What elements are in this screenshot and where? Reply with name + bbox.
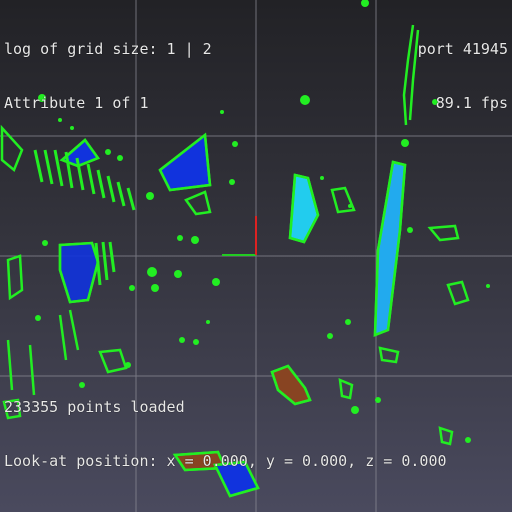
fps-label: 89.1 fps bbox=[435, 94, 508, 112]
port-label: port 41945 bbox=[417, 40, 508, 58]
hud-top-left: log of grid size: 1 | 2 Attribute 1 of 1 bbox=[4, 4, 212, 148]
points-loaded-label: 233355 points loaded bbox=[4, 398, 185, 416]
hud-top-right: port 41945 89.1 fps bbox=[418, 4, 508, 148]
point-cloud-hatch bbox=[33, 149, 136, 286]
look-at-label: Look-at position: x = 0.000, y = 0.000, … bbox=[4, 452, 447, 470]
point-cloud-speckles bbox=[35, 0, 490, 443]
point-cloud bbox=[0, 24, 470, 498]
attribute-label: Attribute 1 of 1 bbox=[4, 94, 149, 112]
grid-size-label: log of grid size: 1 | 2 bbox=[4, 40, 212, 58]
hud-bottom-left: 233355 points loaded Look-at position: x… bbox=[4, 362, 447, 506]
look-at-axes bbox=[222, 216, 257, 256]
